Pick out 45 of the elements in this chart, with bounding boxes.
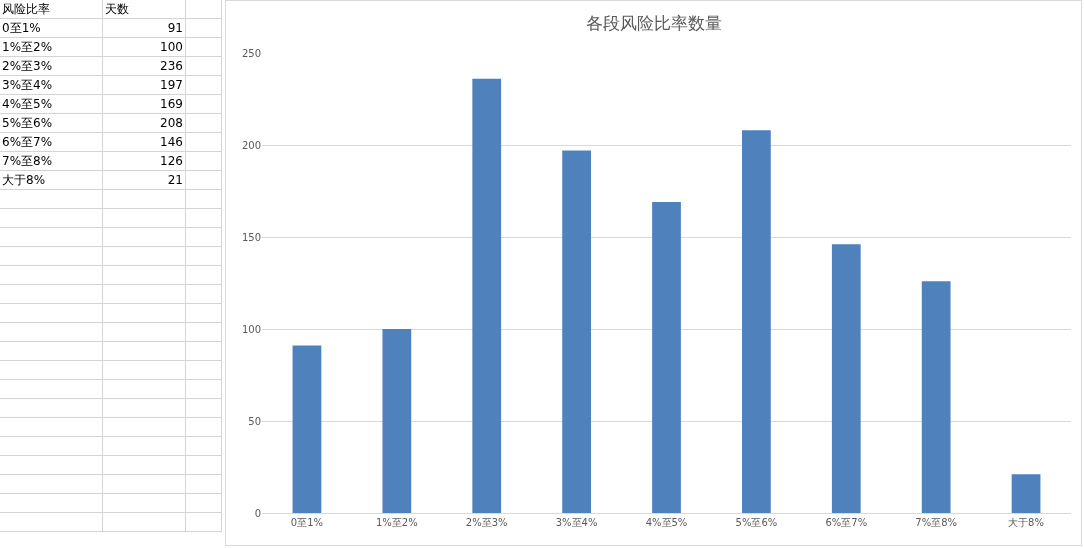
x-tick-label: 6%至7% xyxy=(825,517,868,528)
y-tick-label: 100 xyxy=(241,323,261,335)
text: 7%至8% xyxy=(0,151,103,171)
y-tick-label: 0 xyxy=(254,507,261,519)
bar xyxy=(472,78,502,513)
bar xyxy=(652,202,681,513)
x-tick-label: 1%至2% xyxy=(375,517,418,528)
bar xyxy=(831,244,861,513)
x-tick-label: 大于8% xyxy=(1008,517,1044,528)
text: 91 xyxy=(102,18,186,38)
x-tick-label: 2%至3% xyxy=(465,517,508,528)
text: 天数 xyxy=(102,0,186,19)
text: 146 xyxy=(102,132,186,152)
text: 208 xyxy=(102,113,186,133)
text: 1%至2% xyxy=(0,37,103,57)
y-tick-label: 250 xyxy=(241,47,261,59)
text: 100 xyxy=(102,37,186,57)
y-tick-label: 150 xyxy=(241,231,261,243)
text: 197 xyxy=(102,75,186,95)
bar xyxy=(382,329,412,513)
text: 大于8% xyxy=(0,170,103,190)
x-tick-label: 3%至4% xyxy=(555,517,598,528)
text: 21 xyxy=(102,170,186,190)
text: 5%至6% xyxy=(0,113,103,133)
text: 236 xyxy=(102,56,186,76)
chart-title: 各段风险比率数量 xyxy=(585,13,722,34)
text: 0至1% xyxy=(0,18,103,38)
text: 169 xyxy=(102,94,186,114)
y-tick-label: 200 xyxy=(241,139,261,151)
text: 2%至3% xyxy=(0,56,103,76)
x-tick-label: 7%至8% xyxy=(915,517,958,528)
bar xyxy=(921,281,951,513)
text: 6%至7% xyxy=(0,132,103,152)
x-tick-label: 4%至5% xyxy=(645,517,688,528)
text: 4%至5% xyxy=(0,94,103,114)
bar xyxy=(562,150,591,513)
text: 3%至4% xyxy=(0,75,103,95)
x-tick-label: 0至1% xyxy=(290,517,324,528)
bar xyxy=(742,130,771,513)
text: 126 xyxy=(102,151,186,171)
bar xyxy=(1011,474,1041,513)
text: 风险比率 xyxy=(0,0,103,19)
bar xyxy=(292,345,322,513)
x-tick-label: 5%至6% xyxy=(735,517,778,528)
y-tick-label: 50 xyxy=(248,415,261,427)
